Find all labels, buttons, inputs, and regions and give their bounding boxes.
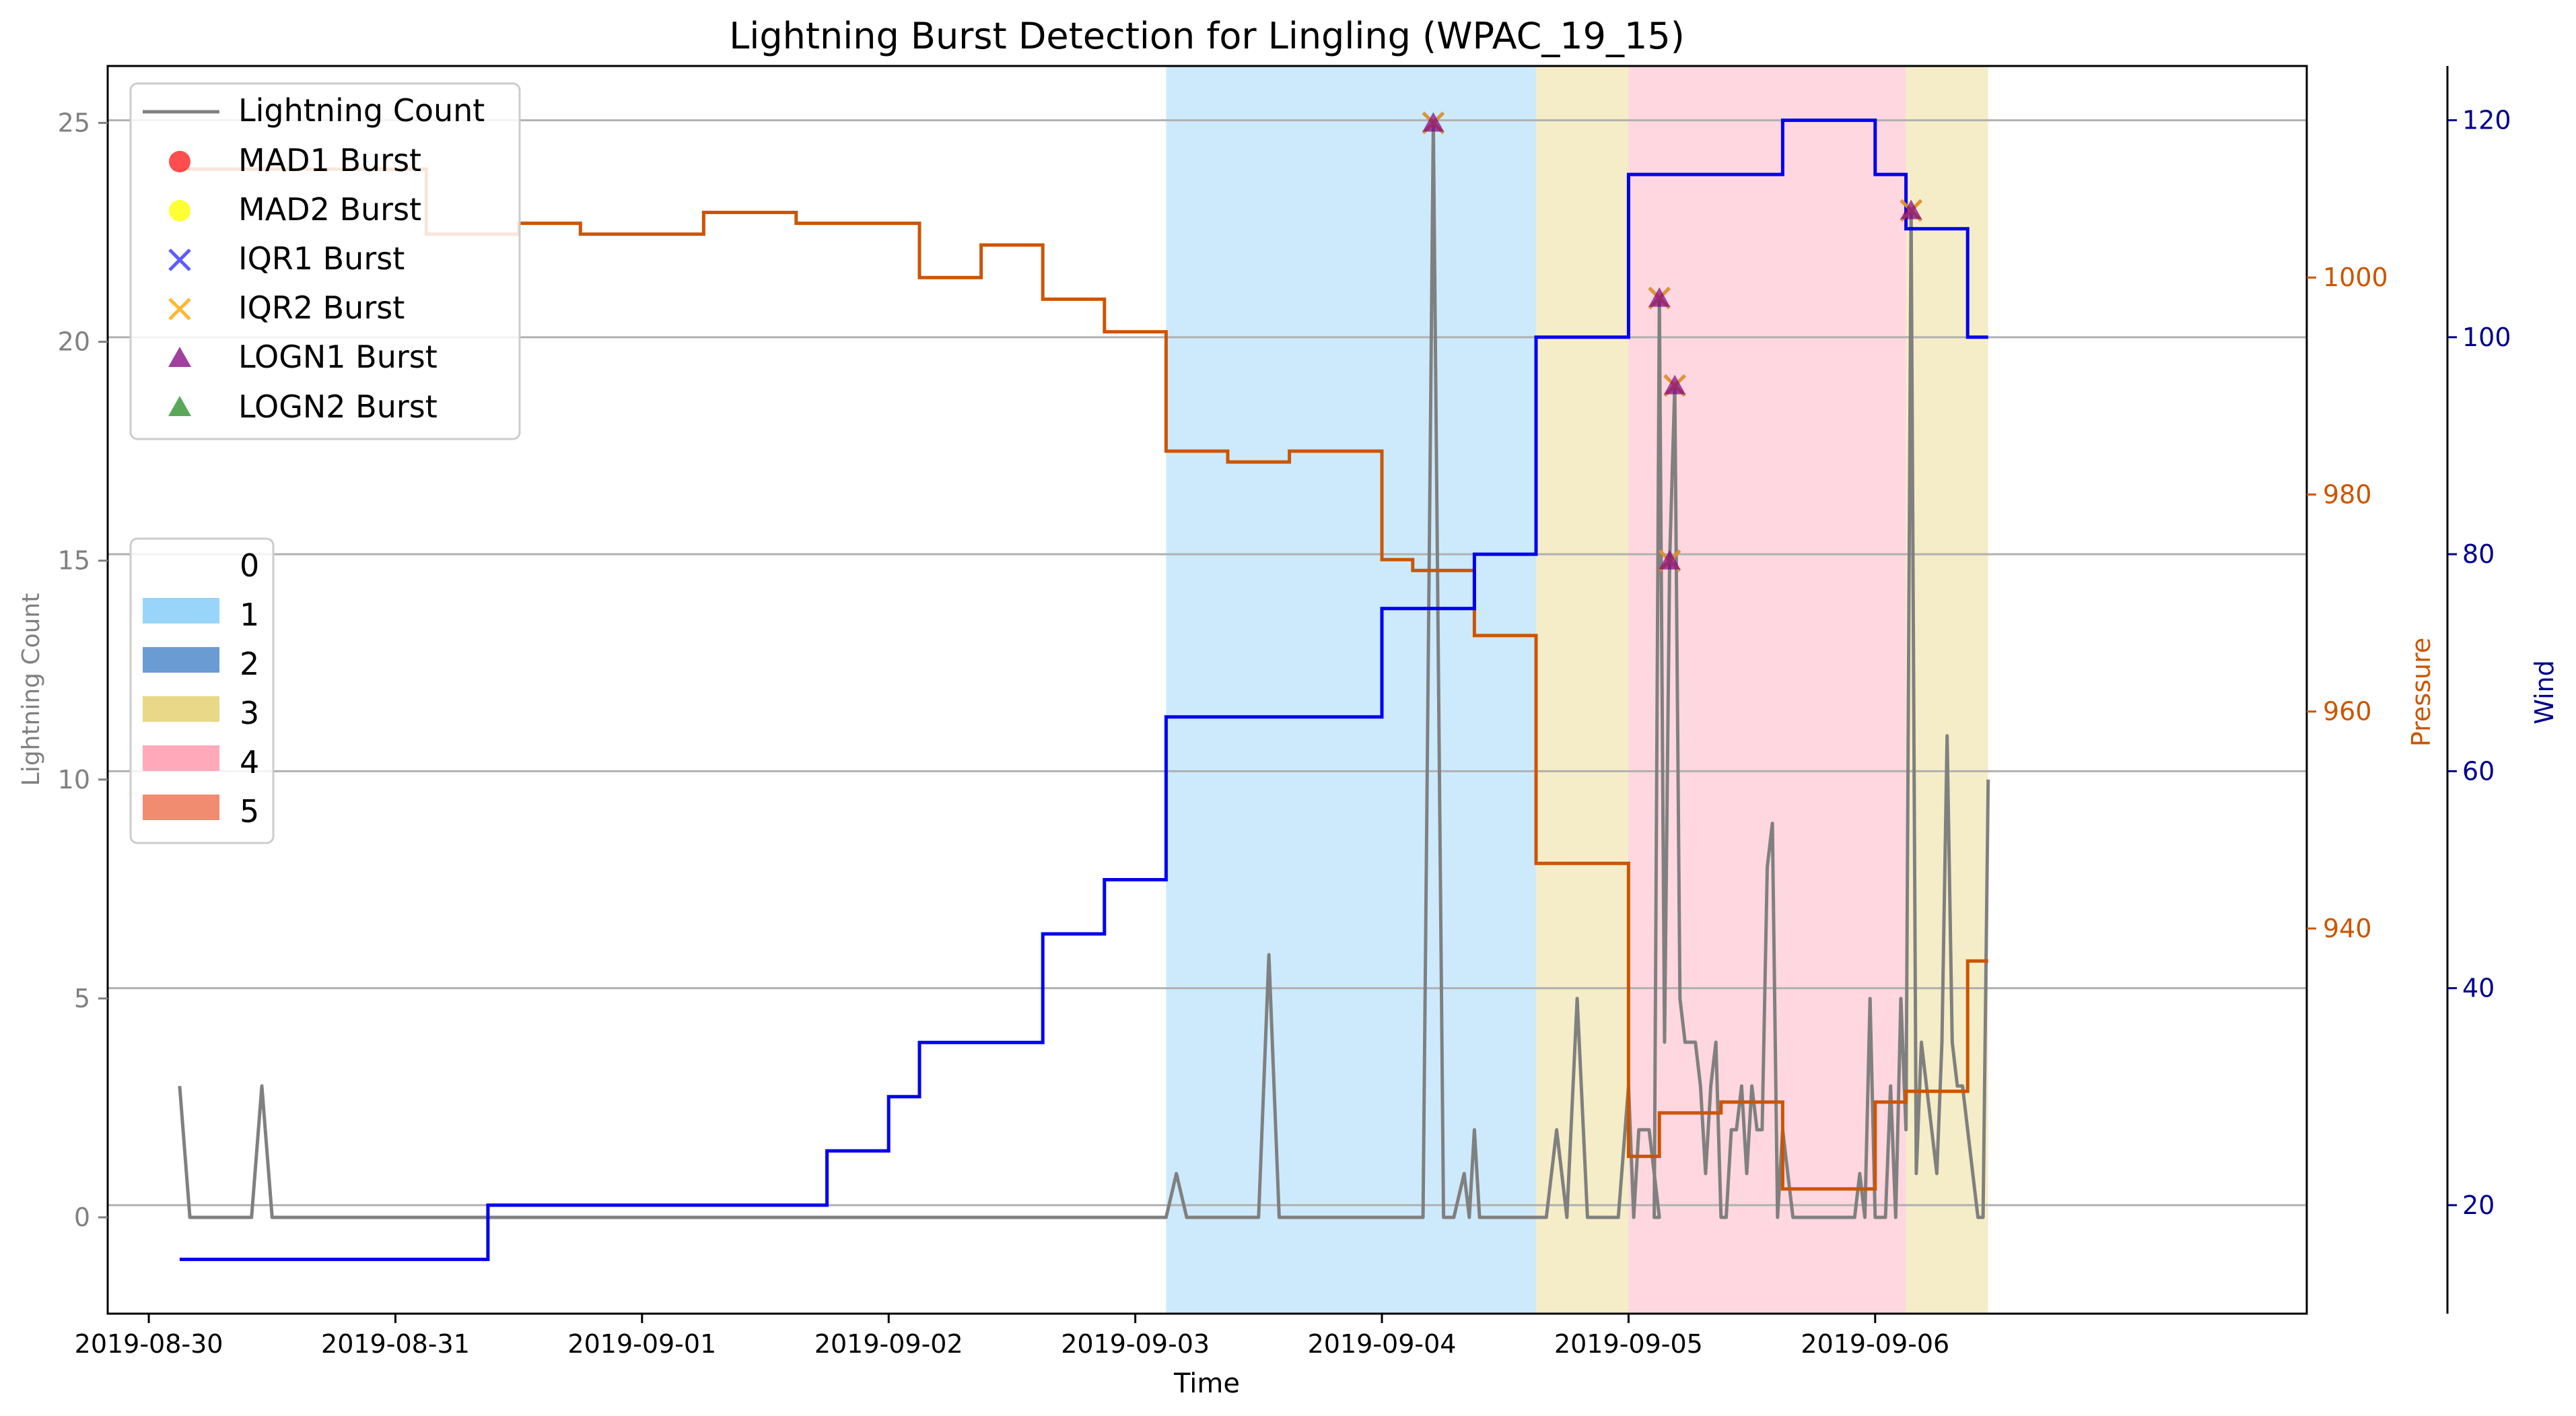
series-legend: Lightning Count MAD1 Burst MAD2 Burst IQ… xyxy=(129,82,521,440)
legend-label-iqr2: IQR2 Burst xyxy=(238,290,405,326)
chart-title: Lightning Burst Detection for Lingling (… xyxy=(729,15,1685,57)
logn1-burst-marker xyxy=(1659,549,1681,570)
legend-mad1-marker xyxy=(169,151,190,172)
legend-category-5-label: 5 xyxy=(240,793,259,830)
category-band-1 xyxy=(1166,66,1537,1314)
burst-markers xyxy=(1422,111,1923,572)
x-tick-label: 2019-09-01 xyxy=(567,1329,716,1359)
legend-logn1-marker xyxy=(168,347,191,367)
y-left-tick-label: 15 xyxy=(58,546,90,576)
x-tick-label: 2019-09-03 xyxy=(1061,1329,1210,1359)
wind-tick-label: 40 xyxy=(2462,974,2495,1003)
pressure-tick-label: 1000 xyxy=(2323,263,2388,292)
logn1-burst-marker xyxy=(1422,112,1444,132)
legend-category-3-label: 3 xyxy=(240,695,259,731)
pressure-tick-label: 960 xyxy=(2323,697,2372,727)
legend-label-lightning: Lightning Count xyxy=(238,92,485,129)
legend-category-5-swatch xyxy=(143,795,219,820)
x-axis-label: Time xyxy=(1173,1368,1240,1399)
x-tick-label: 2019-08-30 xyxy=(75,1329,223,1359)
wind-tick-label: 120 xyxy=(2462,106,2511,135)
x-tick-label: 2019-09-02 xyxy=(814,1329,963,1359)
plot-frame xyxy=(106,65,2308,1315)
series-legend-box xyxy=(129,82,521,440)
y-axis-label-lightning: Lightning Count xyxy=(18,593,45,786)
wind-line xyxy=(179,119,1988,1261)
pressure-line xyxy=(179,167,1988,1191)
y-left-tick-label: 5 xyxy=(74,984,90,1013)
y-left-tick-label: 25 xyxy=(58,108,90,138)
wind-tick-label: 80 xyxy=(2462,539,2495,569)
legend-category-4-label: 4 xyxy=(240,744,259,780)
category-bands xyxy=(1166,66,1988,1314)
axis-ticks: 2019-08-30 2019-08-31 2019-09-01 2019-09-02… xyxy=(58,106,2511,1359)
pressure-tick-label: 940 xyxy=(2323,914,2372,943)
legend-label-logn2: LOGN2 Burst xyxy=(238,389,438,425)
x-tick-label: 2019-08-31 xyxy=(321,1329,470,1359)
legend-label-logn1: LOGN1 Burst xyxy=(238,339,438,375)
legend-category-2-swatch xyxy=(143,647,219,673)
y-left-tick-label: 0 xyxy=(74,1203,90,1232)
category-legend: 0 1 2 3 4 5 xyxy=(129,537,275,844)
legend-iqr2-marker xyxy=(168,298,191,321)
legend-category-4-swatch xyxy=(143,745,219,771)
y-left-tick-label: 10 xyxy=(58,765,90,795)
legend-category-1-swatch xyxy=(143,598,219,623)
category-band-4 xyxy=(1628,66,1906,1314)
logn1-burst-marker xyxy=(1664,374,1686,395)
y-left-tick-label: 20 xyxy=(58,327,90,357)
legend-label-mad1: MAD1 Burst xyxy=(238,142,421,178)
legend-label-mad2: MAD2 Burst xyxy=(238,191,421,228)
legend-logn2-marker xyxy=(168,396,191,416)
y-axis-label-wind: Wind xyxy=(2530,660,2559,724)
legend-category-1-label: 1 xyxy=(240,597,259,633)
legend-iqr1-marker xyxy=(168,248,191,271)
logn1-burst-marker xyxy=(1648,287,1671,307)
legend-category-0-label: 0 xyxy=(240,547,259,584)
x-tick-label: 2019-09-06 xyxy=(1801,1329,1949,1359)
x-tick-label: 2019-09-05 xyxy=(1554,1329,1703,1359)
legend-label-iqr1: IQR1 Burst xyxy=(238,240,405,277)
logn1-burst-marker xyxy=(1900,199,1922,220)
pressure-tick-label: 980 xyxy=(2323,479,2372,509)
lightning-count-line xyxy=(178,121,1990,1219)
y-axis-label-pressure: Pressure xyxy=(2406,638,2436,747)
legend-mad2-marker xyxy=(169,200,190,222)
legend-category-2-label: 2 xyxy=(240,646,259,682)
wind-tick-label: 100 xyxy=(2462,323,2511,352)
legend-category-3-swatch xyxy=(143,696,219,722)
x-tick-label: 2019-09-04 xyxy=(1308,1329,1457,1359)
series-group xyxy=(178,119,1990,1261)
wind-tick-label: 60 xyxy=(2462,756,2495,786)
wind-tick-label: 20 xyxy=(2462,1190,2495,1220)
